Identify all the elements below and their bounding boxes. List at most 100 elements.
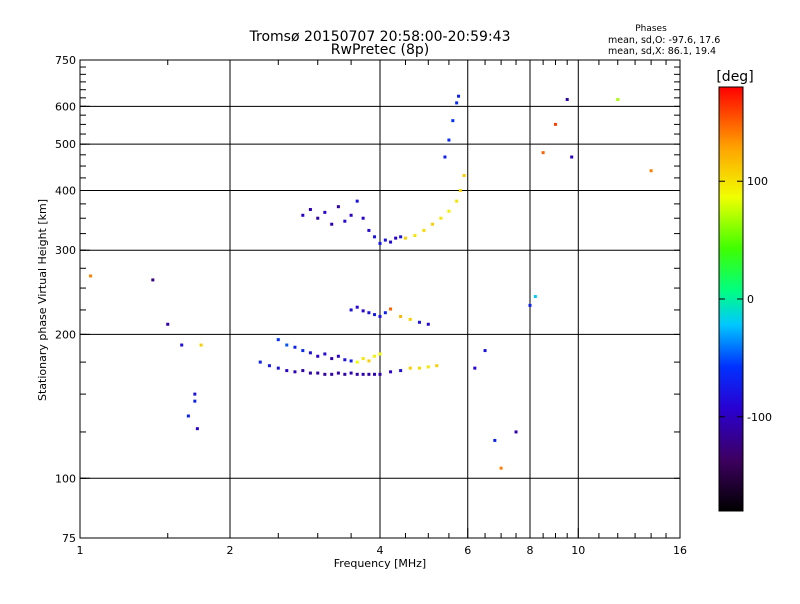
data-point [180,343,184,347]
y-tick-label: 500 [55,138,76,151]
x-axis-label: Frequency [MHz] [334,557,426,570]
data-point [316,354,320,358]
y-tick-label: 75 [62,532,76,545]
data-point [435,364,439,368]
x-tick-label: 2 [227,544,234,557]
data-point [383,311,387,315]
data-point [343,358,347,362]
data-point [514,430,518,434]
data-point [199,343,203,347]
data-point [186,414,190,418]
data-point [394,236,398,240]
data-point [431,222,435,226]
data-point [457,94,461,98]
y-tick-label: 750 [55,54,76,67]
data-point [408,317,412,321]
data-point [316,371,320,375]
x-tick-label: 16 [673,544,687,557]
data-point [389,240,393,244]
data-point [378,372,382,376]
data-point [258,360,262,364]
data-point [195,427,199,431]
data-point [285,369,289,373]
data-point [553,122,557,126]
data-point [616,98,620,102]
data-point [330,372,334,376]
y-axis-label: Stationary phase Virtual Height [km] [36,199,49,401]
data-point [193,399,197,403]
data-point [323,372,327,376]
colorbar-tick-label: 0 [747,293,754,306]
data-point [166,322,170,326]
data-point [151,278,155,282]
data-point [308,371,312,375]
data-point [336,205,340,209]
data-point [399,235,403,239]
colorbar-ticks: -100 0 100 [719,175,772,424]
data-point [455,101,459,105]
data-point [267,364,271,368]
y-tick-label: 200 [55,328,76,341]
data-point [443,155,447,159]
data-point [426,365,430,369]
y-tick-label: 600 [55,100,76,113]
data-point [378,314,382,318]
y-tick-label: 300 [55,244,76,257]
data-point [417,320,421,324]
data-point [355,305,359,309]
data-point [336,371,340,375]
data-point [413,234,417,238]
data-point [367,311,371,315]
data-point [361,372,365,376]
x-tick-label: 1 [77,544,84,557]
data-point [361,309,365,313]
data-point [323,210,327,214]
data-point [541,151,545,155]
data-point [533,295,537,299]
data-point [451,119,455,123]
data-point [323,352,327,356]
data-point [426,322,430,326]
data-point [373,235,377,239]
data-point [316,216,320,220]
data-point [330,357,334,361]
data-point [193,392,197,396]
data-point [367,372,371,376]
data-point [373,313,377,317]
data-point [293,345,297,349]
grid-layer [80,60,680,538]
axis-ticks: 1 2 4 6 8 10 16 75 100 200 300 400 500 600 750 [55,54,687,557]
data-point [455,199,459,203]
data-point [389,370,393,374]
data-point [361,357,365,361]
x-tick-label: 10 [571,544,585,557]
chart-title: Tromsø 20150707 20:58:00-20:59:43 [249,29,511,45]
data-point [483,349,487,353]
data-point [343,219,347,223]
data-point [473,366,477,370]
data-point [528,303,532,307]
data-point [447,138,451,142]
data-points [89,94,653,470]
data-point [417,366,421,370]
data-point [361,216,365,220]
data-point [399,314,403,318]
data-point [89,274,93,278]
data-point [383,238,387,242]
data-point [373,354,377,358]
data-point [336,354,340,358]
data-point [408,366,412,370]
y-tick-label: 100 [55,472,76,485]
info-line-o: mean, sd,O: -97.6, 17.6 [608,35,720,46]
data-point [499,466,503,470]
info-line-x: mean, sd,X: 86.1, 19.4 [608,46,716,57]
data-point [293,370,297,374]
colorbar-label: [deg] [716,69,753,85]
data-point [330,222,334,226]
data-point [373,372,377,376]
data-point [570,155,574,159]
data-point [349,213,353,217]
data-point [343,372,347,376]
data-point [355,372,359,376]
